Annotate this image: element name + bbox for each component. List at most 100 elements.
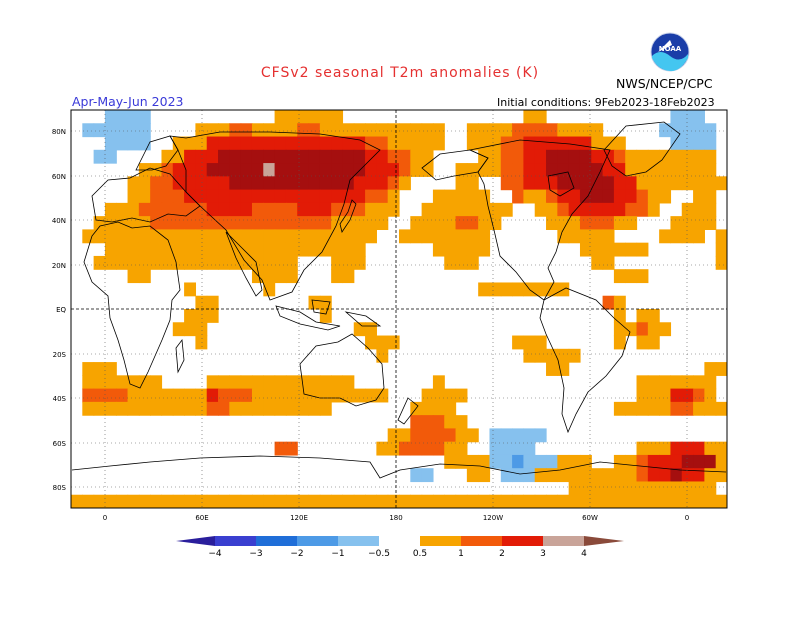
anomaly-cell [138, 176, 151, 191]
anomaly-cell [693, 481, 705, 496]
anomaly-cell [579, 468, 592, 483]
anomaly-cell [659, 454, 672, 469]
anomaly-cell [308, 202, 321, 217]
anomaly-cell [670, 176, 683, 191]
anomaly-cell [625, 202, 638, 217]
anomaly-cell [104, 388, 117, 403]
anomaly-cell [421, 428, 434, 443]
anomaly-cell [546, 348, 558, 363]
anomaly-cell [195, 136, 208, 151]
anomaly-cell [240, 242, 253, 257]
anomaly-cell [693, 110, 705, 124]
anomaly-cell [421, 229, 434, 244]
anomaly-cell [489, 441, 502, 456]
anomaly-cell [387, 189, 400, 204]
anomaly-cell [263, 216, 276, 230]
anomaly-cell [229, 136, 242, 151]
anomaly-cell [432, 415, 445, 429]
anomaly-cell [636, 481, 649, 496]
anomaly-cell [546, 176, 558, 191]
anomaly-cell [161, 401, 174, 416]
anomaly-cell [625, 163, 638, 177]
anomaly-cell [613, 309, 626, 323]
anomaly-cell [557, 202, 570, 217]
anomaly-cell [172, 136, 185, 151]
anomaly-cell [591, 149, 604, 164]
anomaly-cell [636, 335, 649, 350]
anomaly-cell [251, 123, 264, 138]
anomaly-cell [478, 242, 491, 257]
anomaly-cell [342, 242, 355, 257]
anomaly-cell [478, 216, 491, 230]
anomaly-cell [546, 494, 558, 508]
anomaly-cell [444, 494, 457, 508]
anomaly-cell [523, 136, 536, 151]
anomaly-cell [591, 229, 604, 244]
anomaly-cell [319, 110, 332, 124]
anomaly-cell [625, 216, 638, 230]
anomaly-cell [523, 149, 536, 164]
anomaly-cell [172, 322, 185, 337]
anomaly-cell [579, 189, 592, 204]
anomaly-cell [297, 123, 310, 138]
anomaly-cell [104, 494, 117, 508]
anomaly-cell [579, 163, 592, 177]
anomaly-cell [297, 176, 310, 191]
anomaly-cell [500, 136, 513, 151]
anomaly-cell [127, 202, 140, 217]
lon-label: 0 [685, 514, 689, 522]
anomaly-cell [432, 136, 445, 151]
anomaly-cell [478, 189, 491, 204]
anomaly-cell [636, 441, 649, 456]
anomaly-cell [399, 441, 411, 456]
anomaly-cell [195, 295, 208, 310]
anomaly-cell [251, 163, 264, 177]
anomaly-cell [410, 163, 423, 177]
anomaly-cell [489, 163, 502, 177]
anomaly-cell [331, 149, 344, 164]
anomaly-cell [82, 229, 95, 244]
anomaly-cell [613, 401, 626, 416]
anomaly-cell [150, 401, 163, 416]
anomaly-cell [478, 136, 491, 151]
anomaly-cell [568, 123, 581, 138]
anomaly-cell [523, 428, 536, 443]
anomaly-cell [172, 401, 185, 416]
anomaly-cell [218, 401, 230, 416]
anomaly-cell [432, 189, 445, 204]
anomaly-cell [681, 176, 694, 191]
anomaly-cell [670, 110, 683, 124]
anomaly-cell [285, 229, 298, 244]
anomaly-cell [670, 136, 683, 151]
anomaly-cell [466, 163, 479, 177]
anomaly-cell [591, 176, 604, 191]
colorbar-label: −3 [249, 549, 262, 559]
colorbar-label: −1 [331, 549, 344, 559]
anomaly-cell [195, 176, 208, 191]
anomaly-cell [331, 494, 344, 508]
longitude-labels: 0 60E 120E 180 120W 60W 0 [103, 514, 689, 522]
anomaly-cell [466, 202, 479, 217]
anomaly-cell [512, 149, 525, 164]
anomaly-cell [195, 388, 208, 403]
anomaly-cell [161, 388, 174, 403]
anomaly-cell [263, 388, 276, 403]
anomaly-cell [93, 229, 106, 244]
anomaly-cell [659, 481, 672, 496]
anomaly-cell [251, 216, 264, 230]
anomaly-cell [285, 388, 298, 403]
colorbar-label: −2 [290, 549, 303, 559]
anomaly-cell [138, 388, 151, 403]
lat-label: 60S [53, 440, 67, 448]
anomaly-cell [297, 136, 310, 151]
anomaly-cell [365, 123, 377, 138]
lat-label: 20S [53, 351, 67, 359]
anomaly-cell [693, 494, 705, 508]
anomaly-cell [285, 149, 298, 164]
anomaly-cell [602, 189, 615, 204]
anomaly-cell [93, 149, 106, 164]
anomaly-cell [218, 494, 230, 508]
anomaly-cell [500, 454, 513, 469]
anomaly-cell [251, 202, 264, 217]
anomaly-cell [489, 202, 502, 217]
